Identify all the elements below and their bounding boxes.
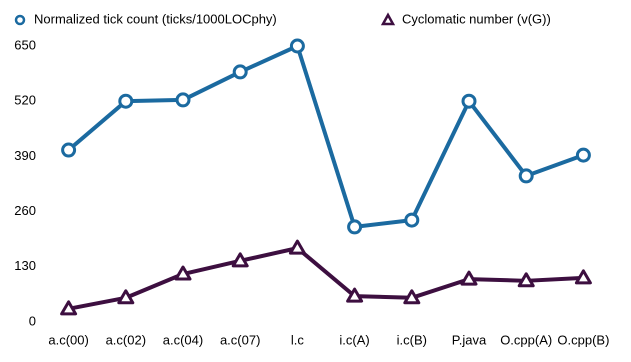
point <box>403 289 421 305</box>
y-tick-label: 390 <box>14 148 36 163</box>
point <box>518 168 534 184</box>
point <box>346 287 364 303</box>
y-tick-label: 260 <box>14 203 36 218</box>
x-tick-label: a.c(04) <box>163 332 203 347</box>
legend-label: Cyclomatic number (v(G)) <box>402 11 551 26</box>
x-tick-label: l.c <box>291 332 305 347</box>
x-tick-label: O.cpp(A) <box>500 332 552 347</box>
point <box>461 93 477 109</box>
y-tick-label: 0 <box>29 313 36 328</box>
legend-label: Normalized tick count (ticks/1000LOCphy) <box>34 11 277 26</box>
x-tick-label: a.c(07) <box>220 332 260 347</box>
y-tick-label: 650 <box>14 37 36 52</box>
point <box>231 252 249 268</box>
point <box>60 300 78 316</box>
point <box>517 272 535 288</box>
y-tick-label: 520 <box>14 93 36 108</box>
point <box>175 92 191 108</box>
point <box>61 142 77 158</box>
point <box>288 239 306 255</box>
point <box>232 64 248 80</box>
legend-marker <box>14 14 26 26</box>
point <box>575 147 591 163</box>
x-tick-label: O.cpp(B) <box>557 332 609 347</box>
series-line <box>67 44 585 229</box>
y-tick-label: 130 <box>14 258 36 273</box>
point <box>347 219 363 235</box>
x-tick-label: a.c(02) <box>106 332 146 347</box>
point <box>574 269 592 285</box>
series-line <box>68 246 584 311</box>
x-tick-label: a.c(00) <box>48 332 88 347</box>
point <box>460 270 478 286</box>
point <box>404 212 420 228</box>
legend-marker <box>380 12 396 26</box>
x-tick-label: i.c(B) <box>397 332 427 347</box>
point <box>289 38 305 54</box>
point <box>118 93 134 109</box>
point <box>174 265 192 281</box>
x-tick-label: i.c(A) <box>339 332 369 347</box>
x-tick-label: P.java <box>452 332 487 347</box>
point <box>117 289 135 305</box>
